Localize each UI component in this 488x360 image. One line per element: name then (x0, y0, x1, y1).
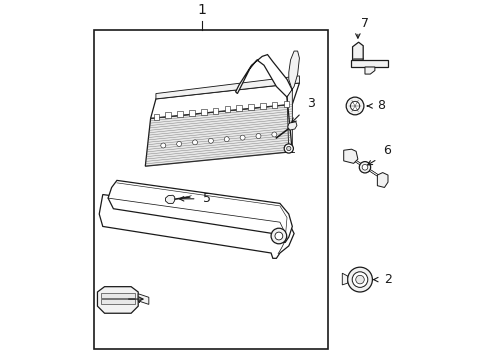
Polygon shape (364, 67, 374, 74)
Circle shape (347, 267, 372, 292)
Text: 2: 2 (384, 273, 391, 286)
Polygon shape (99, 194, 293, 258)
Polygon shape (153, 113, 159, 120)
Circle shape (274, 232, 282, 240)
Circle shape (176, 141, 181, 147)
Bar (94, 30, 327, 349)
Polygon shape (138, 294, 148, 305)
Circle shape (286, 147, 290, 150)
Bar (101, 293, 134, 298)
Circle shape (256, 134, 261, 139)
Polygon shape (150, 83, 299, 118)
Polygon shape (350, 60, 387, 67)
Circle shape (270, 228, 286, 244)
Text: 5: 5 (203, 192, 210, 205)
Polygon shape (283, 100, 289, 107)
Polygon shape (177, 111, 183, 117)
Polygon shape (260, 103, 265, 109)
Circle shape (350, 102, 359, 111)
Polygon shape (377, 172, 387, 188)
Circle shape (351, 272, 367, 287)
Circle shape (284, 144, 293, 153)
Bar (101, 299, 134, 305)
Circle shape (355, 275, 364, 284)
Polygon shape (189, 110, 194, 116)
Polygon shape (352, 42, 363, 60)
Circle shape (208, 138, 213, 143)
Text: 1: 1 (197, 3, 206, 17)
Circle shape (359, 162, 370, 173)
Circle shape (240, 135, 244, 140)
Polygon shape (286, 51, 299, 152)
Text: 3: 3 (307, 96, 315, 109)
Text: 7: 7 (361, 17, 368, 30)
Polygon shape (224, 107, 230, 112)
Polygon shape (342, 273, 347, 285)
Circle shape (271, 132, 276, 137)
Polygon shape (201, 109, 206, 115)
Polygon shape (165, 112, 171, 118)
Polygon shape (145, 104, 292, 166)
Polygon shape (247, 104, 253, 110)
Circle shape (362, 165, 367, 170)
Polygon shape (287, 122, 296, 130)
Polygon shape (343, 149, 357, 163)
Text: 4: 4 (133, 293, 141, 306)
Polygon shape (165, 195, 174, 203)
Polygon shape (236, 105, 242, 111)
Text: 6: 6 (382, 144, 390, 157)
Circle shape (224, 137, 229, 142)
Polygon shape (271, 102, 277, 108)
Circle shape (161, 143, 165, 148)
Circle shape (346, 97, 363, 115)
Polygon shape (235, 55, 292, 97)
Polygon shape (108, 180, 292, 242)
Polygon shape (156, 76, 299, 99)
Text: 8: 8 (377, 99, 385, 112)
Polygon shape (97, 287, 138, 313)
Polygon shape (212, 108, 218, 114)
Circle shape (192, 140, 197, 145)
